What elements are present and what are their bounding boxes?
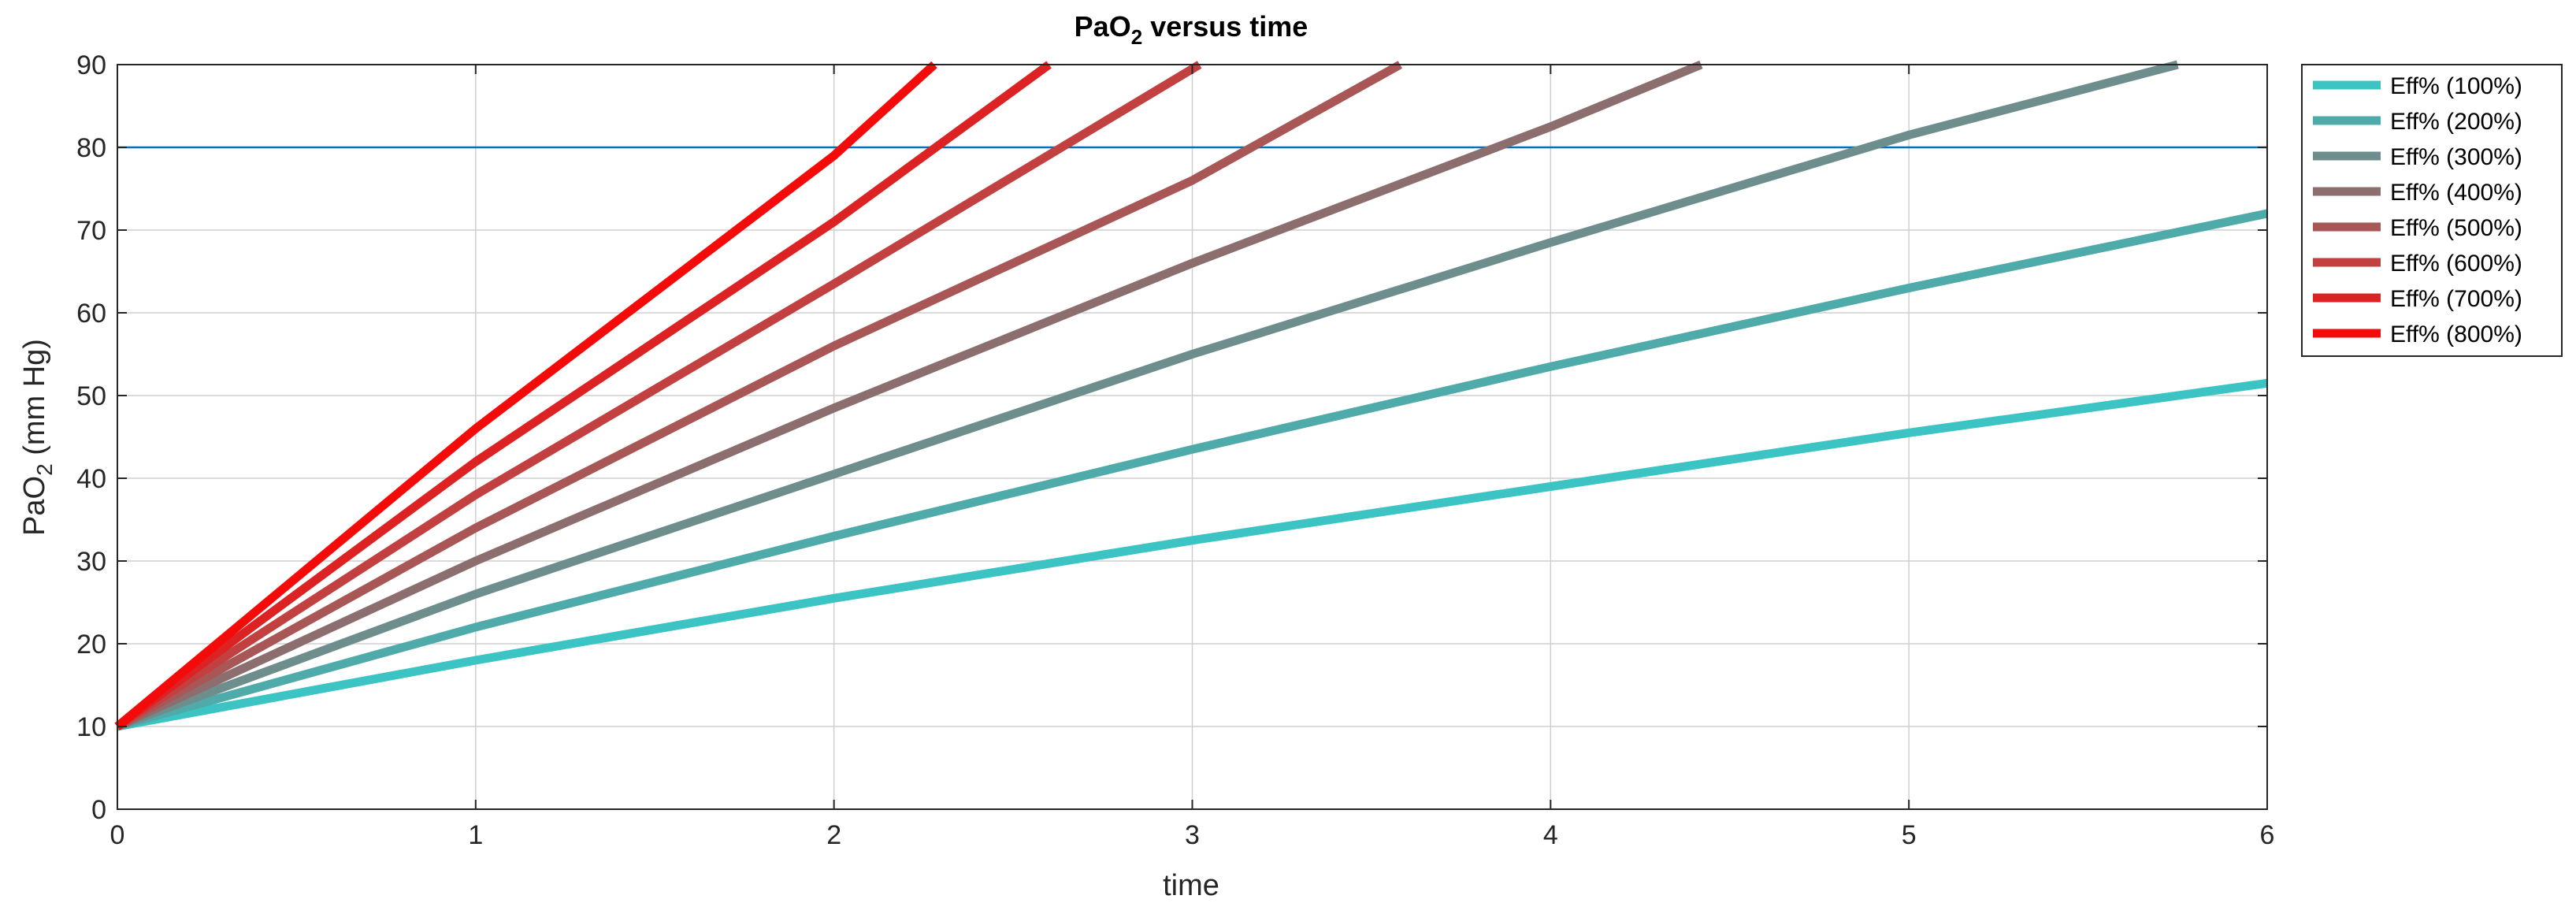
x-tick-label: 6: [2260, 820, 2275, 850]
y-tick-label: 60: [76, 299, 106, 329]
x-tick-label: 2: [826, 820, 841, 850]
series-line: [114, 61, 1052, 730]
y-tick-label: 10: [76, 712, 106, 742]
y-tick-label: 20: [76, 630, 106, 659]
legend-label: Eff% (800%): [2390, 321, 2522, 347]
series-line: [116, 60, 2179, 731]
series-line: [117, 378, 2268, 731]
x-axis-ticks: 0 1 2 3 4 5 6: [110, 65, 2275, 850]
x-tick-label: 5: [1902, 820, 1917, 850]
x-tick-label: 4: [1543, 820, 1558, 850]
x-tick-label: 0: [110, 820, 125, 850]
y-tick-label: 30: [76, 547, 106, 577]
chart-title: PaO2 versus time: [1075, 10, 1308, 49]
legend-label: Eff% (700%): [2390, 286, 2522, 312]
plot-area: [114, 60, 2269, 810]
legend-label: Eff% (400%): [2390, 180, 2522, 206]
legend-label: Eff% (500%): [2390, 215, 2522, 241]
legend: Eff% (100%) Eff% (200%) Eff% (300%) Eff% (4…: [2301, 64, 2563, 357]
series-line: [116, 209, 2269, 731]
x-axis-label: time: [1163, 869, 1219, 902]
y-tick-label: 70: [76, 216, 106, 246]
x-tick-label: 1: [468, 820, 483, 850]
series-line: [115, 61, 1202, 730]
y-tick-label: 40: [76, 464, 106, 494]
legend-box: [2301, 64, 2563, 357]
legend-label: Eff% (100%): [2390, 73, 2522, 99]
series-line: [115, 61, 1402, 730]
y-tick-label: 50: [76, 381, 106, 411]
series-layer: [114, 60, 2269, 731]
y-tick-label: 80: [76, 133, 106, 163]
y-tick-label: 90: [76, 50, 106, 80]
x-tick-label: 3: [1185, 820, 1200, 850]
series-line: [114, 61, 937, 730]
legend-label: Eff% (200%): [2390, 109, 2522, 135]
legend-label: Eff% (600%): [2390, 251, 2522, 277]
series-line: [115, 60, 1703, 730]
y-axis-label: PaO2 (mm Hg): [18, 339, 57, 536]
legend-label: Eff% (300%): [2390, 144, 2522, 170]
y-tick-label: 0: [91, 795, 106, 825]
y-axis-ticks: 0 10 20 30 40 50 60 70 80 90: [76, 50, 2267, 825]
